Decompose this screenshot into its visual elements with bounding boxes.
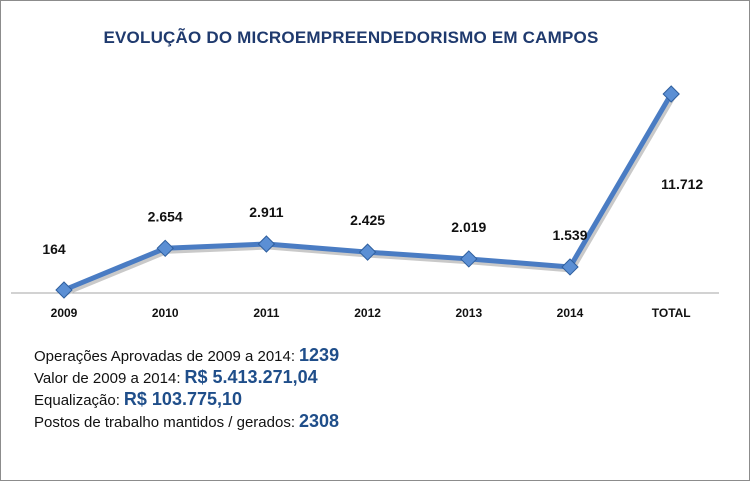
x-tick-label-2013: 2013 bbox=[455, 306, 482, 320]
data-label-2013: 2.019 bbox=[451, 219, 486, 235]
x-tick-label-2011: 2011 bbox=[253, 306, 279, 320]
data-point-2011 bbox=[257, 235, 276, 253]
stat-valor: Valor de 2009 a 2014: R$ 5.413.271,04 bbox=[34, 366, 339, 388]
data-point-total bbox=[662, 85, 680, 103]
x-tick-label-2010: 2010 bbox=[152, 306, 179, 320]
x-tick-label-total: TOTAL bbox=[652, 306, 691, 320]
data-point-2013 bbox=[460, 250, 478, 268]
stat-postos-value: 2308 bbox=[299, 411, 340, 431]
stat-operacoes-label: Operações Aprovadas de 2009 a 2014: bbox=[34, 348, 296, 365]
x-tick-label-2009: 2009 bbox=[51, 306, 78, 320]
data-point-2014 bbox=[561, 258, 579, 276]
stat-valor-label: Valor de 2009 a 2014: bbox=[34, 370, 181, 387]
line-chart: 164 2.654 2.911 2.425 2.019 1.539 11.712 2009 20… bbox=[11, 85, 719, 320]
x-tick-label-2014: 2014 bbox=[557, 306, 584, 320]
x-tick-label-2012: 2012 bbox=[354, 306, 381, 320]
data-label-2012: 2.425 bbox=[350, 212, 385, 228]
data-point-2012 bbox=[358, 243, 377, 261]
stat-equalizacao-label: Equalização: bbox=[34, 392, 120, 409]
series-line-shadow bbox=[65, 95, 676, 296]
stat-postos: Postos de trabalho mantidos / gerados: 23… bbox=[34, 410, 339, 432]
stat-postos-label: Postos de trabalho mantidos / gerados: bbox=[34, 414, 295, 431]
stat-equalizacao-value: R$ 103.775,10 bbox=[123, 389, 243, 409]
data-label-2009: 164 bbox=[42, 241, 66, 257]
data-label-2011: 2.911 bbox=[249, 204, 283, 220]
data-label-2014: 1.539 bbox=[552, 227, 587, 243]
chart-title: EVOLUÇÃO DO MICROEMPREENDEDORISMO EM CAM… bbox=[103, 28, 599, 47]
data-label-total: 11.712 bbox=[661, 176, 703, 192]
stat-equalizacao: Equalização: R$ 103.775,10 bbox=[34, 388, 339, 410]
stat-operacoes: Operações Aprovadas de 2009 a 2014: 1239 bbox=[34, 344, 339, 366]
data-label-2010: 2.654 bbox=[148, 208, 183, 224]
data-point-2009 bbox=[55, 281, 73, 299]
stat-valor-value: R$ 5.413.271,04 bbox=[184, 367, 318, 387]
stats-panel: Operações Aprovadas de 2009 a 2014: 1239 … bbox=[34, 344, 339, 432]
stat-operacoes-value: 1239 bbox=[299, 345, 340, 365]
data-point-2010 bbox=[156, 239, 174, 258]
